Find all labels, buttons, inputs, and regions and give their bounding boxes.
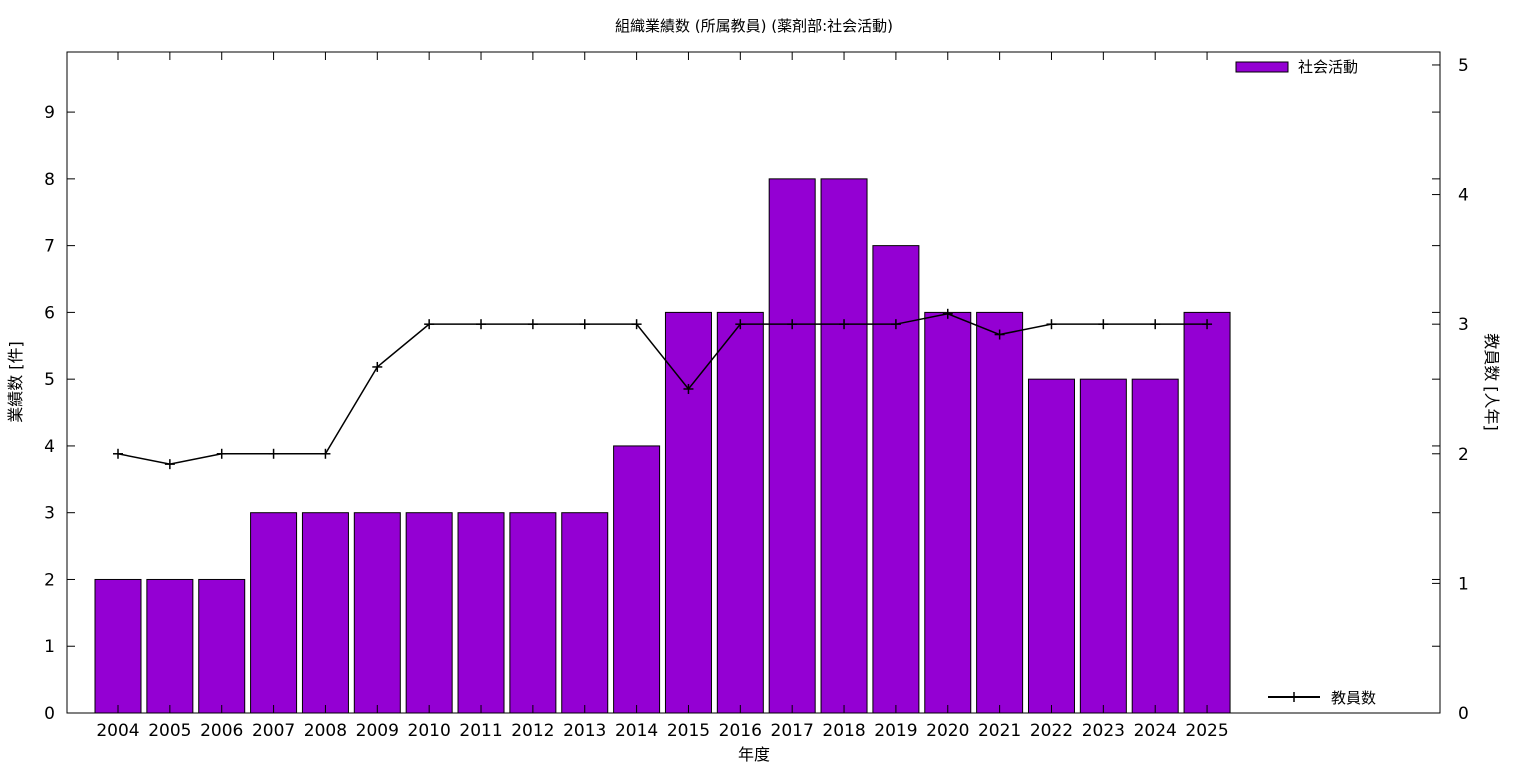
x-tick-label: 2009 [356,721,399,741]
x-tick-label: 2008 [304,721,347,741]
x-tick-label: 2005 [148,721,191,741]
plot-frame [66,51,1441,714]
point-2006 [216,448,227,459]
point-2013 [579,319,590,330]
x-tick-label: 2021 [978,721,1021,741]
bar-2015 [664,311,712,714]
bar-2013 [561,512,609,714]
y-tick-label: 8 [44,170,55,190]
point-2015 [683,383,694,394]
y2-tick-label: 4 [1458,186,1469,206]
y-tick-label: 9 [44,103,55,123]
bars-layer [94,178,1231,714]
bar-2024 [1131,378,1179,714]
point-2011 [476,319,487,330]
y-tick-label: 5 [44,370,55,390]
x-tick-label: 2015 [667,721,710,741]
point-2004 [113,448,123,459]
teacher-count-line [117,313,1208,465]
bar-2021 [976,311,1024,714]
point-2009 [372,361,383,372]
x-tick-label: 2019 [874,721,917,741]
bar-2025 [1183,311,1231,714]
y2-tick-label: 2 [1458,445,1469,465]
point-2005 [164,459,175,470]
bar-2011 [457,512,505,714]
point-2010 [424,319,435,330]
bar-2010 [405,512,453,714]
x-tick-label: 2020 [926,721,969,741]
x-tick-label: 2025 [1185,721,1228,741]
x-tick-label: 2022 [1030,721,1073,741]
bar-2007 [250,512,298,714]
y-tick-label: 4 [44,437,55,457]
y2-tick-label: 1 [1458,574,1469,594]
y-tick-label: 1 [44,637,55,657]
chart-title: 組織業績数 (所属教員) (薬剤部:社会活動) [615,17,893,35]
y2-axis-label: 教員数 [人年] [1482,333,1501,431]
point-2008 [320,448,331,459]
y2-axis: 0 1 2 3 4 5 [1432,56,1469,724]
x-axis-label: 年度 [738,745,770,764]
x-tick-label: 2011 [459,721,502,741]
bar-2022 [1027,378,1075,714]
legend-line-label: 教員数 [1331,689,1376,707]
y2-tick-label: 0 [1458,704,1469,724]
y-tick-label: 7 [44,237,55,257]
legend-line: 教員数 [1268,689,1376,707]
bar-2006 [198,578,246,714]
x-tick-label: 2024 [1134,721,1177,741]
x-tick-label: 2010 [408,721,451,741]
point-2012 [527,319,538,330]
point-2025 [1202,319,1213,330]
point-2014 [631,319,642,330]
bar-2012 [509,512,557,714]
y-tick-label: 0 [44,704,55,724]
bar-2009 [353,512,401,714]
point-2022 [1046,319,1057,330]
y2-tick-label: 5 [1458,56,1469,76]
point-2020 [942,308,953,319]
point-2021 [994,329,1005,340]
legend-bar: 社会活動 [1235,58,1358,76]
legend-bar-label: 社会活動 [1298,58,1358,76]
x-axis: 2004 2005 2006 2007 2008 2009 2010 2011 2012 2013… [96,52,1229,741]
y2-tick-label: 3 [1458,315,1469,335]
bar-2014 [613,445,661,714]
bar-2016 [716,311,764,714]
bar-2020 [924,311,972,714]
x-tick-label: 2004 [96,721,139,741]
x-tick-label: 2013 [563,721,606,741]
y-axis-label: 業績数 [件] [6,341,25,423]
point-2007 [268,448,279,459]
bar-2004 [94,578,142,714]
y-tick-label: 2 [44,570,55,590]
point-2016 [735,319,746,330]
line-layer [113,308,1213,470]
point-2018 [839,319,850,330]
y-axis: 0 1 2 3 4 5 6 7 8 9 [44,103,1440,724]
x-tick-label: 2012 [511,721,554,741]
legend-bar-swatch [1235,61,1289,73]
bar-2023 [1079,378,1127,714]
x-tick-label: 2023 [1082,721,1125,741]
point-2024 [1150,319,1161,330]
bar-2008 [301,512,349,714]
y-tick-label: 6 [44,303,55,323]
x-tick-label: 2007 [252,721,295,741]
x-tick-label: 2018 [822,721,865,741]
x-tick-label: 2016 [719,721,762,741]
y-tick-label: 3 [44,504,55,524]
bar-2017 [768,178,816,714]
point-2023 [1098,319,1109,330]
x-tick-label: 2006 [200,721,243,741]
bar-2019 [872,245,920,714]
point-2017 [787,319,798,330]
bar-2018 [820,178,868,714]
x-tick-label: 2014 [615,721,658,741]
x-tick-label: 2017 [771,721,814,741]
bar-2005 [146,578,194,714]
point-2019 [890,319,901,330]
